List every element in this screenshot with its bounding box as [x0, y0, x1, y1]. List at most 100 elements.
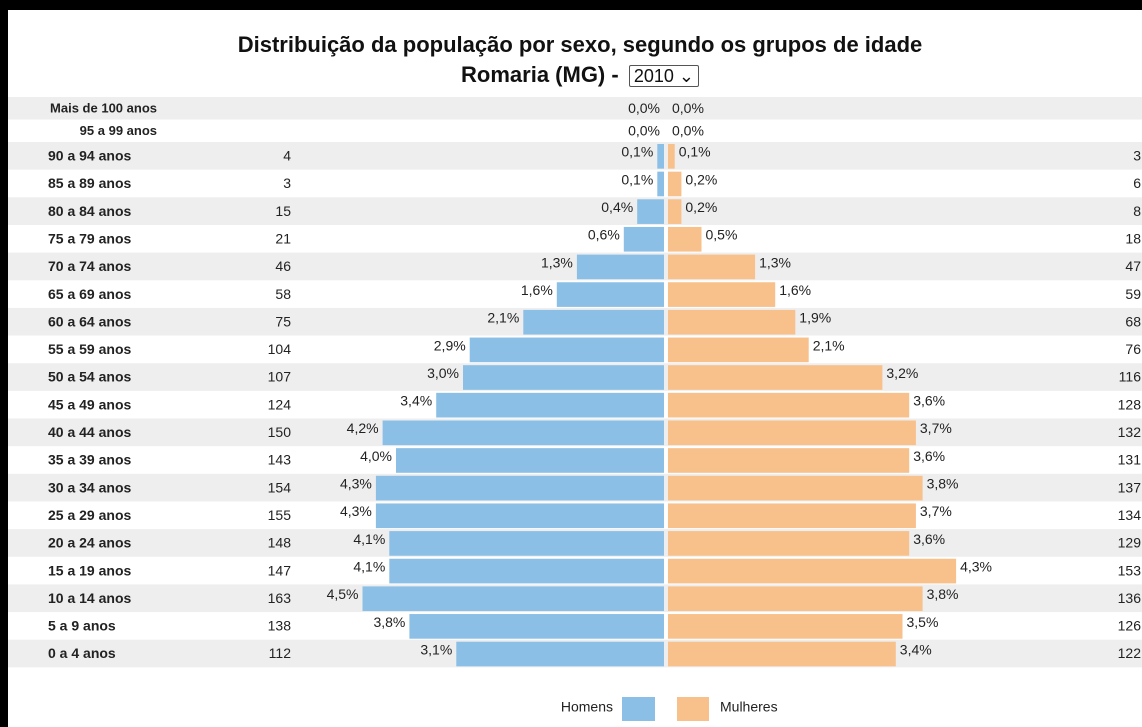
women-count: 3	[1133, 148, 1141, 164]
men-value-label: 0,0%	[628, 100, 660, 116]
women-value-label: 1,3%	[759, 254, 791, 270]
year-select[interactable]: 2010 ⌄	[628, 65, 699, 87]
men-bar	[576, 254, 664, 280]
age-label: 80 a 84 anos	[48, 203, 131, 219]
men-bar	[623, 226, 664, 252]
men-bar	[637, 199, 664, 224]
women-value-label: 3,2%	[886, 365, 918, 381]
chart-panel: Mais de 100 anos 0,0% 0,0% 95 a 99 anos 0,0%…	[8, 10, 1142, 727]
women-value-label: 1,6%	[779, 282, 811, 298]
women-count: 132	[1118, 424, 1142, 440]
women-count: 8	[1133, 203, 1141, 219]
men-value-label: 4,5%	[327, 586, 359, 602]
women-bar	[668, 337, 809, 363]
men-bar	[463, 365, 664, 390]
row-band	[8, 142, 1142, 170]
women-bar	[668, 475, 923, 501]
age-label: 10 a 14 anos	[48, 590, 131, 606]
women-value-label: 3,6%	[913, 531, 945, 547]
men-bar	[436, 392, 664, 418]
women-value-label: 3,4%	[900, 641, 932, 657]
women-count: 47	[1125, 258, 1141, 274]
age-label: 25 a 29 anos	[48, 507, 131, 523]
women-bar	[668, 558, 957, 584]
men-count: 15	[275, 203, 291, 219]
women-count: 126	[1118, 618, 1142, 634]
men-count: 46	[275, 258, 291, 274]
men-count: 4	[283, 148, 291, 164]
women-count: 134	[1118, 507, 1142, 523]
men-value-label: 3,4%	[400, 393, 432, 409]
age-label: 60 a 64 anos	[48, 313, 131, 329]
men-count: 154	[268, 479, 292, 495]
women-bar	[668, 392, 910, 418]
age-label: 70 a 74 anos	[48, 258, 131, 274]
women-value-label: 3,5%	[907, 614, 939, 630]
women-count: 6	[1133, 175, 1141, 191]
age-label: 30 a 34 anos	[48, 479, 131, 495]
men-bar	[396, 448, 664, 473]
age-label: 5 a 9 anos	[48, 618, 116, 634]
women-value-label: 0,5%	[706, 227, 738, 243]
row-band	[8, 252, 1142, 281]
men-count: 107	[268, 369, 292, 385]
women-value-label: 2,1%	[813, 337, 845, 353]
women-value-label: 0,1%	[679, 144, 711, 160]
men-bar	[556, 282, 664, 307]
age-label: 20 a 24 anos	[48, 535, 131, 551]
age-label: 85 a 89 anos	[48, 175, 131, 191]
men-count: 75	[275, 313, 291, 329]
men-count: 112	[269, 645, 292, 661]
men-value-label: 3,1%	[420, 641, 452, 657]
men-value-label: 4,3%	[340, 476, 372, 492]
men-count: 3	[283, 175, 291, 191]
row-band	[8, 197, 1142, 225]
women-count: 116	[1119, 369, 1142, 385]
women-bar	[668, 199, 682, 224]
men-bar	[523, 309, 664, 335]
men-bar	[382, 420, 664, 446]
legend-swatch	[622, 697, 655, 721]
men-value-label: 1,3%	[541, 254, 573, 270]
men-bar	[657, 144, 664, 169]
women-value-label: 0,0%	[672, 100, 704, 116]
women-bar	[668, 144, 675, 169]
women-value-label: 3,8%	[927, 586, 959, 602]
men-count: 147	[268, 562, 292, 578]
men-value-label: 0,1%	[621, 144, 653, 160]
women-value-label: 0,2%	[685, 171, 717, 187]
age-label: 65 a 69 anos	[48, 286, 131, 302]
men-value-label: 3,0%	[427, 365, 459, 381]
men-count: 104	[268, 341, 292, 357]
men-value-label: 0,4%	[601, 199, 633, 215]
men-value-label: 0,0%	[628, 122, 660, 138]
row-band	[8, 97, 1142, 120]
women-value-label: 3,6%	[913, 393, 945, 409]
men-value-label: 2,9%	[434, 337, 466, 353]
men-bar	[456, 641, 664, 667]
women-count: 68	[1125, 313, 1141, 329]
men-value-label: 1,6%	[521, 282, 553, 298]
women-bar	[668, 365, 883, 390]
men-bar	[409, 614, 664, 639]
women-bar	[668, 420, 916, 446]
legend-label: Mulheres	[720, 699, 778, 715]
men-value-label: 4,0%	[360, 448, 392, 464]
women-bar	[668, 531, 910, 556]
women-value-label: 1,9%	[799, 310, 831, 326]
men-count: 148	[268, 535, 292, 551]
women-count: 137	[1118, 479, 1142, 495]
men-value-label: 0,1%	[621, 171, 653, 187]
women-value-label: 3,7%	[920, 503, 952, 519]
age-label: 50 a 54 anos	[48, 369, 131, 385]
women-bar	[668, 309, 796, 335]
age-label: 55 a 59 anos	[48, 341, 131, 357]
women-count: 153	[1118, 562, 1142, 578]
women-bar	[668, 226, 702, 252]
men-count: 138	[268, 618, 292, 634]
women-count: 128	[1118, 396, 1142, 412]
women-count: 18	[1125, 230, 1141, 246]
women-bar	[668, 254, 756, 280]
men-value-label: 2,1%	[487, 310, 519, 326]
